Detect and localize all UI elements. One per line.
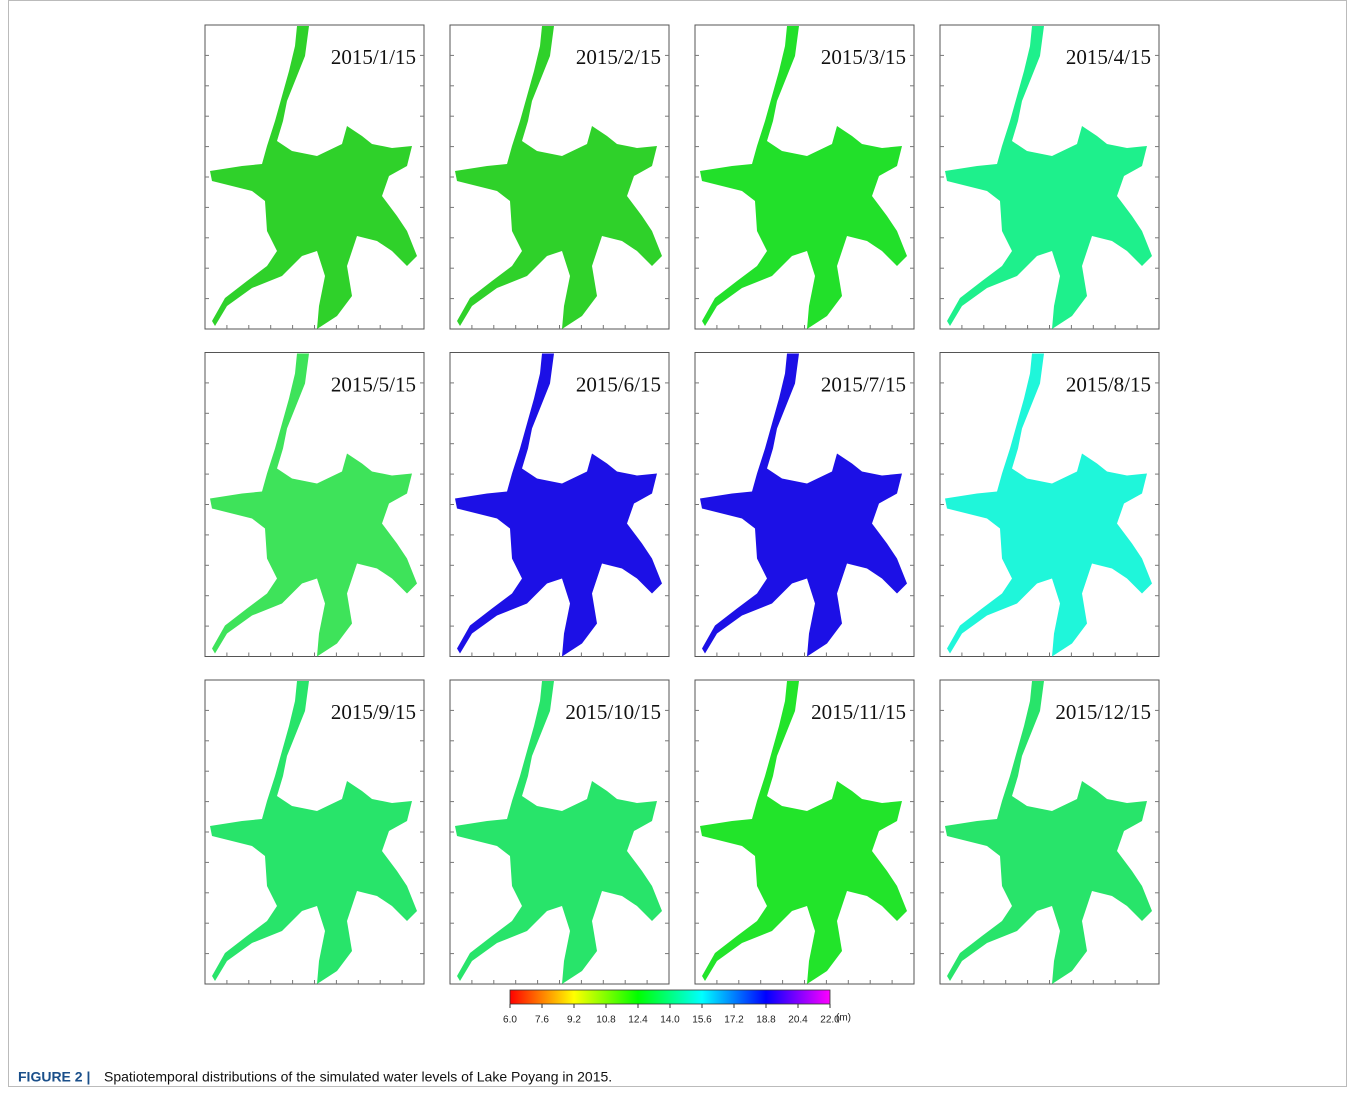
caption-label: FIGURE 2 | <box>18 1069 90 1085</box>
colorbar-tick-label: 9.2 <box>567 1015 581 1026</box>
colorbar-tick-label: 10.8 <box>596 1015 616 1026</box>
colorbar-tick-label: 20.4 <box>788 1015 808 1026</box>
map-panel: 2015/2/15 <box>450 25 669 329</box>
map-panel: 2015/4/15 <box>940 25 1159 329</box>
panel-date: 2015/1/15 <box>331 45 416 69</box>
panel-date: 2015/4/15 <box>1066 45 1151 69</box>
panel-date: 2015/2/15 <box>576 45 661 69</box>
map-panel: 2015/5/15 <box>205 353 424 657</box>
map-panel: 2015/3/15 <box>695 25 914 329</box>
caption-text: Spatiotemporal distributions of the simu… <box>104 1069 612 1085</box>
map-panel: 2015/1/15 <box>205 25 424 329</box>
panel-date: 2015/10/15 <box>565 700 661 724</box>
map-panel: 2015/11/15 <box>695 680 914 984</box>
colorbar-tick-label: 14.0 <box>660 1015 680 1026</box>
colorbar-tick-label: 6.0 <box>503 1015 517 1026</box>
panel-date: 2015/9/15 <box>331 700 416 724</box>
figure: 2015/1/15 2015/2/15 2015/3/15 2015/4/15 2015… <box>0 0 1355 1095</box>
panel-date: 2015/11/15 <box>811 700 906 724</box>
map-panel: 2015/8/15 <box>940 353 1159 657</box>
colorbar-tick-label: 17.2 <box>724 1015 744 1026</box>
page: 2015/1/15 2015/2/15 2015/3/15 2015/4/15 2015… <box>0 0 1355 1100</box>
colorbar <box>510 990 830 1004</box>
panel-date: 2015/7/15 <box>821 372 906 396</box>
map-panel: 2015/9/15 <box>205 680 424 984</box>
panel-date: 2015/6/15 <box>576 372 661 396</box>
panels: 2015/1/15 2015/2/15 2015/3/15 2015/4/15 2015… <box>205 25 1159 984</box>
panel-date: 2015/8/15 <box>1066 372 1151 396</box>
colorbar-tick-label: 22.0 <box>820 1015 840 1026</box>
map-panel: 2015/7/15 <box>695 353 914 657</box>
colorbar-tick-label: 12.4 <box>628 1015 648 1026</box>
panel-date: 2015/3/15 <box>821 45 906 69</box>
map-panel: 2015/12/15 <box>940 680 1159 984</box>
colorbar-tick-label: 18.8 <box>756 1015 776 1026</box>
panel-date: 2015/5/15 <box>331 372 416 396</box>
map-panel: 2015/6/15 <box>450 353 669 657</box>
colorbar-tick-label: 15.6 <box>692 1015 712 1026</box>
panel-date: 2015/12/15 <box>1055 700 1151 724</box>
map-panel: 2015/10/15 <box>450 680 669 984</box>
colorbar-tick-label: 7.6 <box>535 1015 549 1026</box>
